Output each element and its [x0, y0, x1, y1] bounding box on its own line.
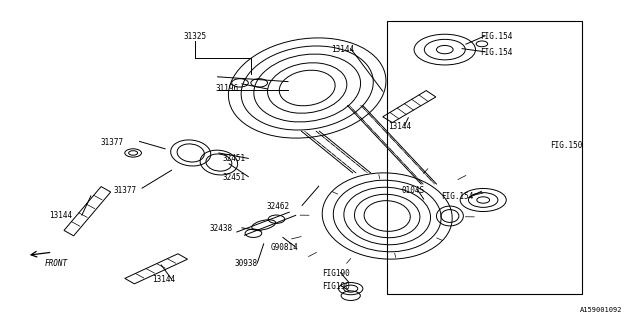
Text: A159001092: A159001092	[580, 307, 622, 313]
Text: FIG.150: FIG.150	[550, 141, 582, 150]
Text: 32451: 32451	[222, 173, 245, 182]
Text: 13144: 13144	[388, 122, 412, 131]
Text: 31377: 31377	[100, 138, 124, 147]
Text: G90814: G90814	[271, 244, 299, 252]
Text: 31325: 31325	[184, 32, 207, 41]
Text: 0104S: 0104S	[401, 186, 424, 195]
Text: FRONT: FRONT	[45, 260, 68, 268]
Text: 32462: 32462	[267, 202, 290, 211]
Text: 13144: 13144	[49, 212, 72, 220]
Text: FIG.154: FIG.154	[480, 48, 512, 57]
Text: FIG190: FIG190	[322, 282, 350, 291]
Text: 32438: 32438	[209, 224, 232, 233]
Bar	[387, 21, 582, 294]
Text: 30938: 30938	[235, 260, 258, 268]
Text: FIG.154: FIG.154	[480, 32, 512, 41]
Text: 13144: 13144	[331, 45, 354, 54]
Text: 31377: 31377	[113, 186, 136, 195]
Text: FIG.154: FIG.154	[442, 192, 474, 201]
Text: FIG190: FIG190	[322, 269, 350, 278]
Text: 32451: 32451	[222, 154, 245, 163]
Text: 31196: 31196	[216, 84, 239, 92]
Text: 13144: 13144	[152, 276, 175, 284]
